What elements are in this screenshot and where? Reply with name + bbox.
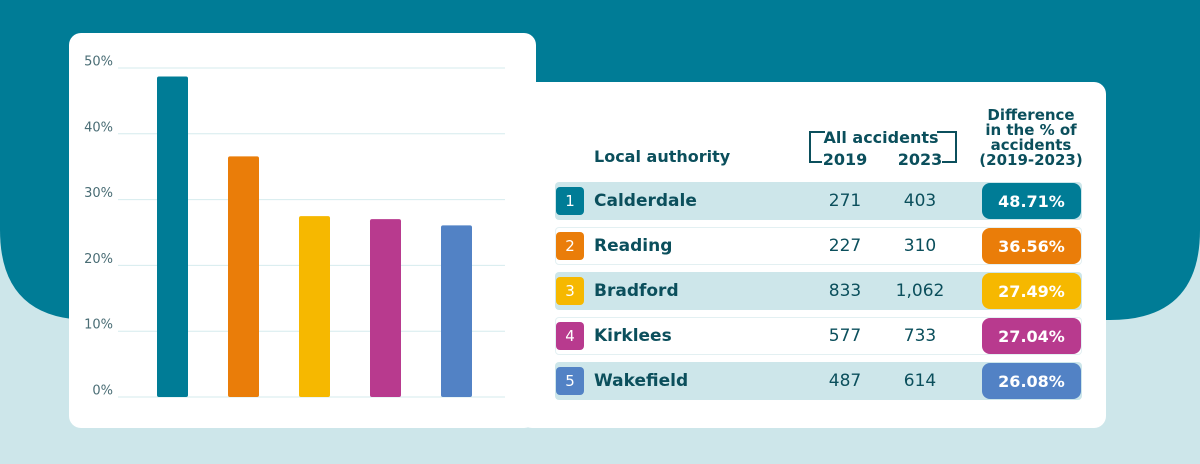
cell-2023: 733 (903, 326, 937, 346)
bar (299, 216, 330, 397)
difference-label: 27.04% (982, 318, 1081, 354)
bar (441, 225, 472, 397)
bar (370, 219, 401, 397)
bar (157, 76, 188, 398)
column-header: Difference in the % of accidents (2019-2… (979, 106, 1083, 169)
authority-name: Wakefield (594, 371, 689, 391)
authority-name: Kirklees (594, 326, 672, 346)
y-tick-label: 50% (84, 55, 113, 70)
y-tick-label: 30% (84, 186, 113, 201)
y-tick-label: 10% (84, 318, 113, 333)
column-header: 2019 (822, 150, 868, 169)
rank-badge: 4 (556, 322, 584, 350)
bar (228, 156, 259, 397)
rank-badge: 5 (556, 367, 584, 395)
cell-2019: 577 (828, 326, 862, 346)
rank-badge: 3 (556, 277, 584, 305)
difference-label: 27.49% (982, 273, 1081, 309)
column-header: Local authority (594, 147, 731, 166)
rank-badge: 1 (556, 187, 584, 215)
group-header: All accidents (823, 128, 939, 147)
difference-label: 26.08% (982, 363, 1081, 399)
cell-2023: 1,062 (895, 281, 945, 301)
cell-2023: 614 (903, 371, 937, 391)
authority-name: Reading (594, 236, 673, 256)
rank-badge: 2 (556, 232, 584, 260)
column-header: 2023 (897, 150, 943, 169)
cell-2019: 487 (828, 371, 862, 391)
cell-2019: 227 (828, 236, 862, 256)
y-tick-label: 0% (92, 384, 113, 399)
group-bracket (809, 131, 957, 163)
cell-2023: 310 (903, 236, 937, 256)
y-tick-label: 40% (84, 120, 113, 135)
y-tick-label: 20% (84, 252, 113, 267)
difference-label: 36.56% (982, 228, 1081, 264)
cell-2023: 403 (903, 191, 937, 211)
cell-2019: 833 (828, 281, 862, 301)
cell-2019: 271 (828, 191, 862, 211)
difference-label: 48.71% (982, 183, 1081, 219)
authority-name: Bradford (594, 281, 679, 301)
authority-name: Calderdale (594, 191, 697, 211)
